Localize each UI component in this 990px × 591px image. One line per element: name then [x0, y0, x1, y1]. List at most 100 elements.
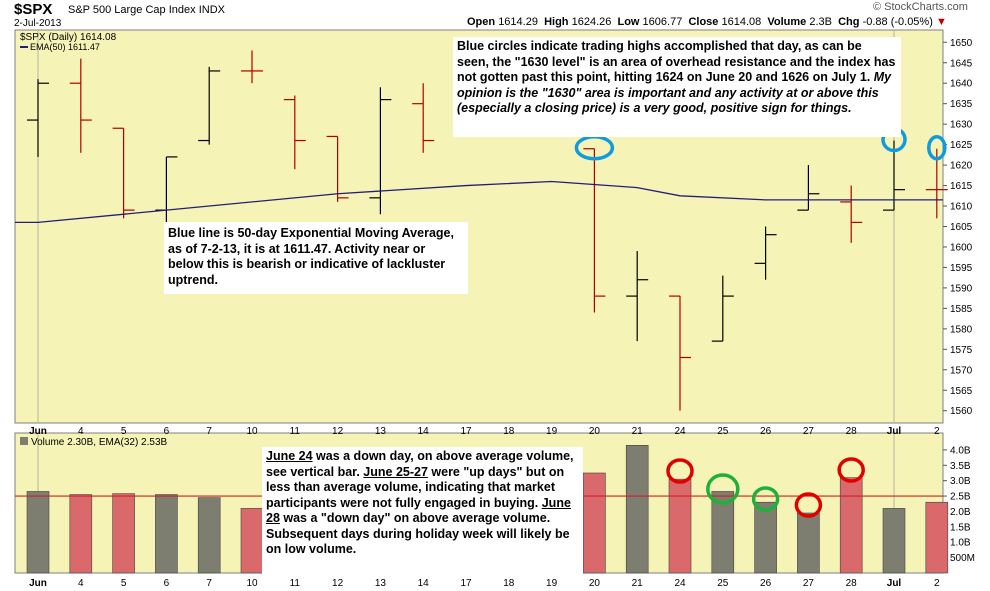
annotation-volume-text1: was a down day, on above average volume,… — [266, 449, 574, 479]
price-xtick-label: 24 — [674, 426, 686, 437]
volume-xtick-label: 5 — [121, 578, 127, 589]
annotation-volume: June 24 was a down day, on above average… — [262, 447, 583, 574]
price-ytick-label: 1590 — [950, 283, 973, 294]
volume-label: Volume — [767, 16, 807, 28]
price-xtick-label: 20 — [589, 426, 601, 437]
volume-highlight-circle — [837, 457, 865, 483]
price-xtick-label: 28 — [846, 426, 858, 437]
price-ytick-label: 1560 — [950, 406, 973, 417]
volume-bar — [197, 497, 221, 574]
price-xtick-label: 2 — [934, 426, 940, 437]
resistance-highlight-circle — [927, 134, 947, 161]
down-arrow-icon: ▼ — [935, 16, 947, 28]
volume-ytick-label: 500M — [950, 553, 975, 564]
high-label: High — [544, 16, 569, 28]
price-xtick-label: Jul — [887, 426, 902, 437]
volume-highlight-circle — [794, 492, 823, 518]
price-xtick-label: 25 — [717, 426, 729, 437]
brand-logo[interactable]: © StockCharts.com — [873, 1, 968, 13]
chart-date: 2-Jul-2013 — [14, 18, 62, 29]
annotation-volume-date3: June 28 — [266, 495, 571, 526]
price-xtick-label: 21 — [632, 426, 644, 437]
volume-xtick-label: 17 — [460, 578, 472, 589]
price-ytick-label: 1570 — [950, 365, 973, 376]
price-ytick-label: 1625 — [950, 140, 973, 151]
volume-highlight-circle — [666, 458, 694, 484]
volume-bar — [112, 493, 135, 574]
price-xtick-label: 7 — [206, 426, 212, 437]
volume-legend: Volume 2.30B, EMA(32) 2.53B — [31, 437, 168, 448]
volume-xtick-label: 27 — [803, 578, 815, 589]
price-xtick-label: 12 — [332, 426, 344, 437]
volume-ytick-label: 4.0B — [950, 445, 971, 456]
volume-bar — [69, 494, 93, 574]
volume-xtick-label: 28 — [846, 578, 858, 589]
volume-legend-swatch — [20, 437, 28, 445]
volume-xtick-label: 24 — [674, 578, 686, 589]
price-ytick-label: 1650 — [950, 38, 973, 49]
price-xtick-label: 18 — [503, 426, 515, 437]
volume-value: 2.3B — [809, 16, 832, 28]
price-ytick-label: 1575 — [950, 345, 973, 356]
price-xtick-label: 6 — [164, 426, 170, 437]
volume-xtick-label: 2 — [934, 578, 940, 589]
price-xtick-label: 14 — [418, 426, 430, 437]
price-xtick-label: 17 — [460, 426, 472, 437]
low-label: Low — [617, 16, 640, 28]
annotation-ema: Blue line is 50-day Exponential Moving A… — [164, 222, 468, 294]
price-ytick-label: 1565 — [950, 386, 973, 397]
volume-ytick-label: 1.5B — [950, 522, 971, 533]
price-ytick-label: 1620 — [950, 161, 973, 172]
volume-xtick-label: 20 — [589, 578, 601, 589]
volume-ytick-label: 2.5B — [950, 492, 971, 503]
open-label: Open — [467, 16, 496, 28]
price-legend-series: $SPX (Daily) 1614.08 — [20, 32, 117, 43]
volume-ytick-label: 3.0B — [950, 476, 971, 487]
volume-xtick-label: Jun — [29, 578, 47, 589]
price-xtick-label: 5 — [121, 426, 127, 437]
price-ytick-label: 1640 — [950, 79, 973, 90]
exchange: INDX — [198, 4, 225, 16]
volume-xtick-label: 11 — [290, 578, 301, 589]
volume-xtick-label: 6 — [164, 578, 170, 589]
volume-bar — [625, 445, 649, 574]
low-value: 1606.77 — [642, 16, 683, 28]
volume-xtick-label: 12 — [332, 578, 344, 589]
annotation-resistance-opinion: My opinion is the "1630" area is importa… — [457, 70, 892, 115]
annotation-resistance: Blue circles indicate trading highs acco… — [453, 37, 901, 137]
volume-xtick-label: 14 — [418, 578, 430, 589]
volume-xtick-label: 21 — [632, 578, 644, 589]
volume-bar — [839, 477, 863, 574]
ema50-line — [15, 180, 943, 224]
price-ytick-label: 1630 — [950, 120, 973, 131]
annotation-volume-text2: were "up days" but on less than average … — [266, 464, 565, 510]
price-ytick-label: 1615 — [950, 181, 973, 192]
instrument-title: S&P 500 Large Cap Index — [68, 4, 196, 16]
price-xtick-label: 11 — [290, 426, 301, 437]
price-xtick-label: Jun — [29, 426, 47, 437]
volume-xtick-label: 18 — [503, 578, 515, 589]
annotation-volume-date2: June 25-27 — [363, 464, 428, 479]
price-ytick-label: 1580 — [950, 324, 973, 335]
price-xtick-label: 13 — [375, 426, 387, 437]
symbol: $SPX — [14, 1, 53, 18]
volume-bar — [26, 491, 50, 574]
price-ytick-label: 1585 — [950, 304, 973, 315]
volume-xtick-label: 7 — [206, 578, 212, 589]
price-xtick-label: 26 — [760, 426, 772, 437]
price-xtick-label: 19 — [546, 426, 558, 437]
volume-bar — [240, 508, 264, 574]
price-legend-ema: EMA(50) 1611.47 — [30, 42, 100, 52]
chg-label: Chg — [838, 16, 860, 28]
chg-value: -0.88 (-0.05%) — [862, 16, 933, 28]
volume-xtick-label: 25 — [717, 578, 729, 589]
volume-bar — [882, 508, 906, 574]
volume-xtick-label: 4 — [78, 578, 84, 589]
volume-ytick-label: 1.0B — [950, 538, 971, 549]
open-value: 1614.29 — [498, 16, 538, 28]
quote-summary: Open 1614.29 High 1624.26 Low 1606.77 Cl… — [467, 16, 947, 28]
instrument-name: S&P 500 Large Cap Index INDX — [68, 4, 225, 16]
volume-bar — [583, 472, 606, 574]
volume-highlight-circle — [706, 473, 740, 505]
